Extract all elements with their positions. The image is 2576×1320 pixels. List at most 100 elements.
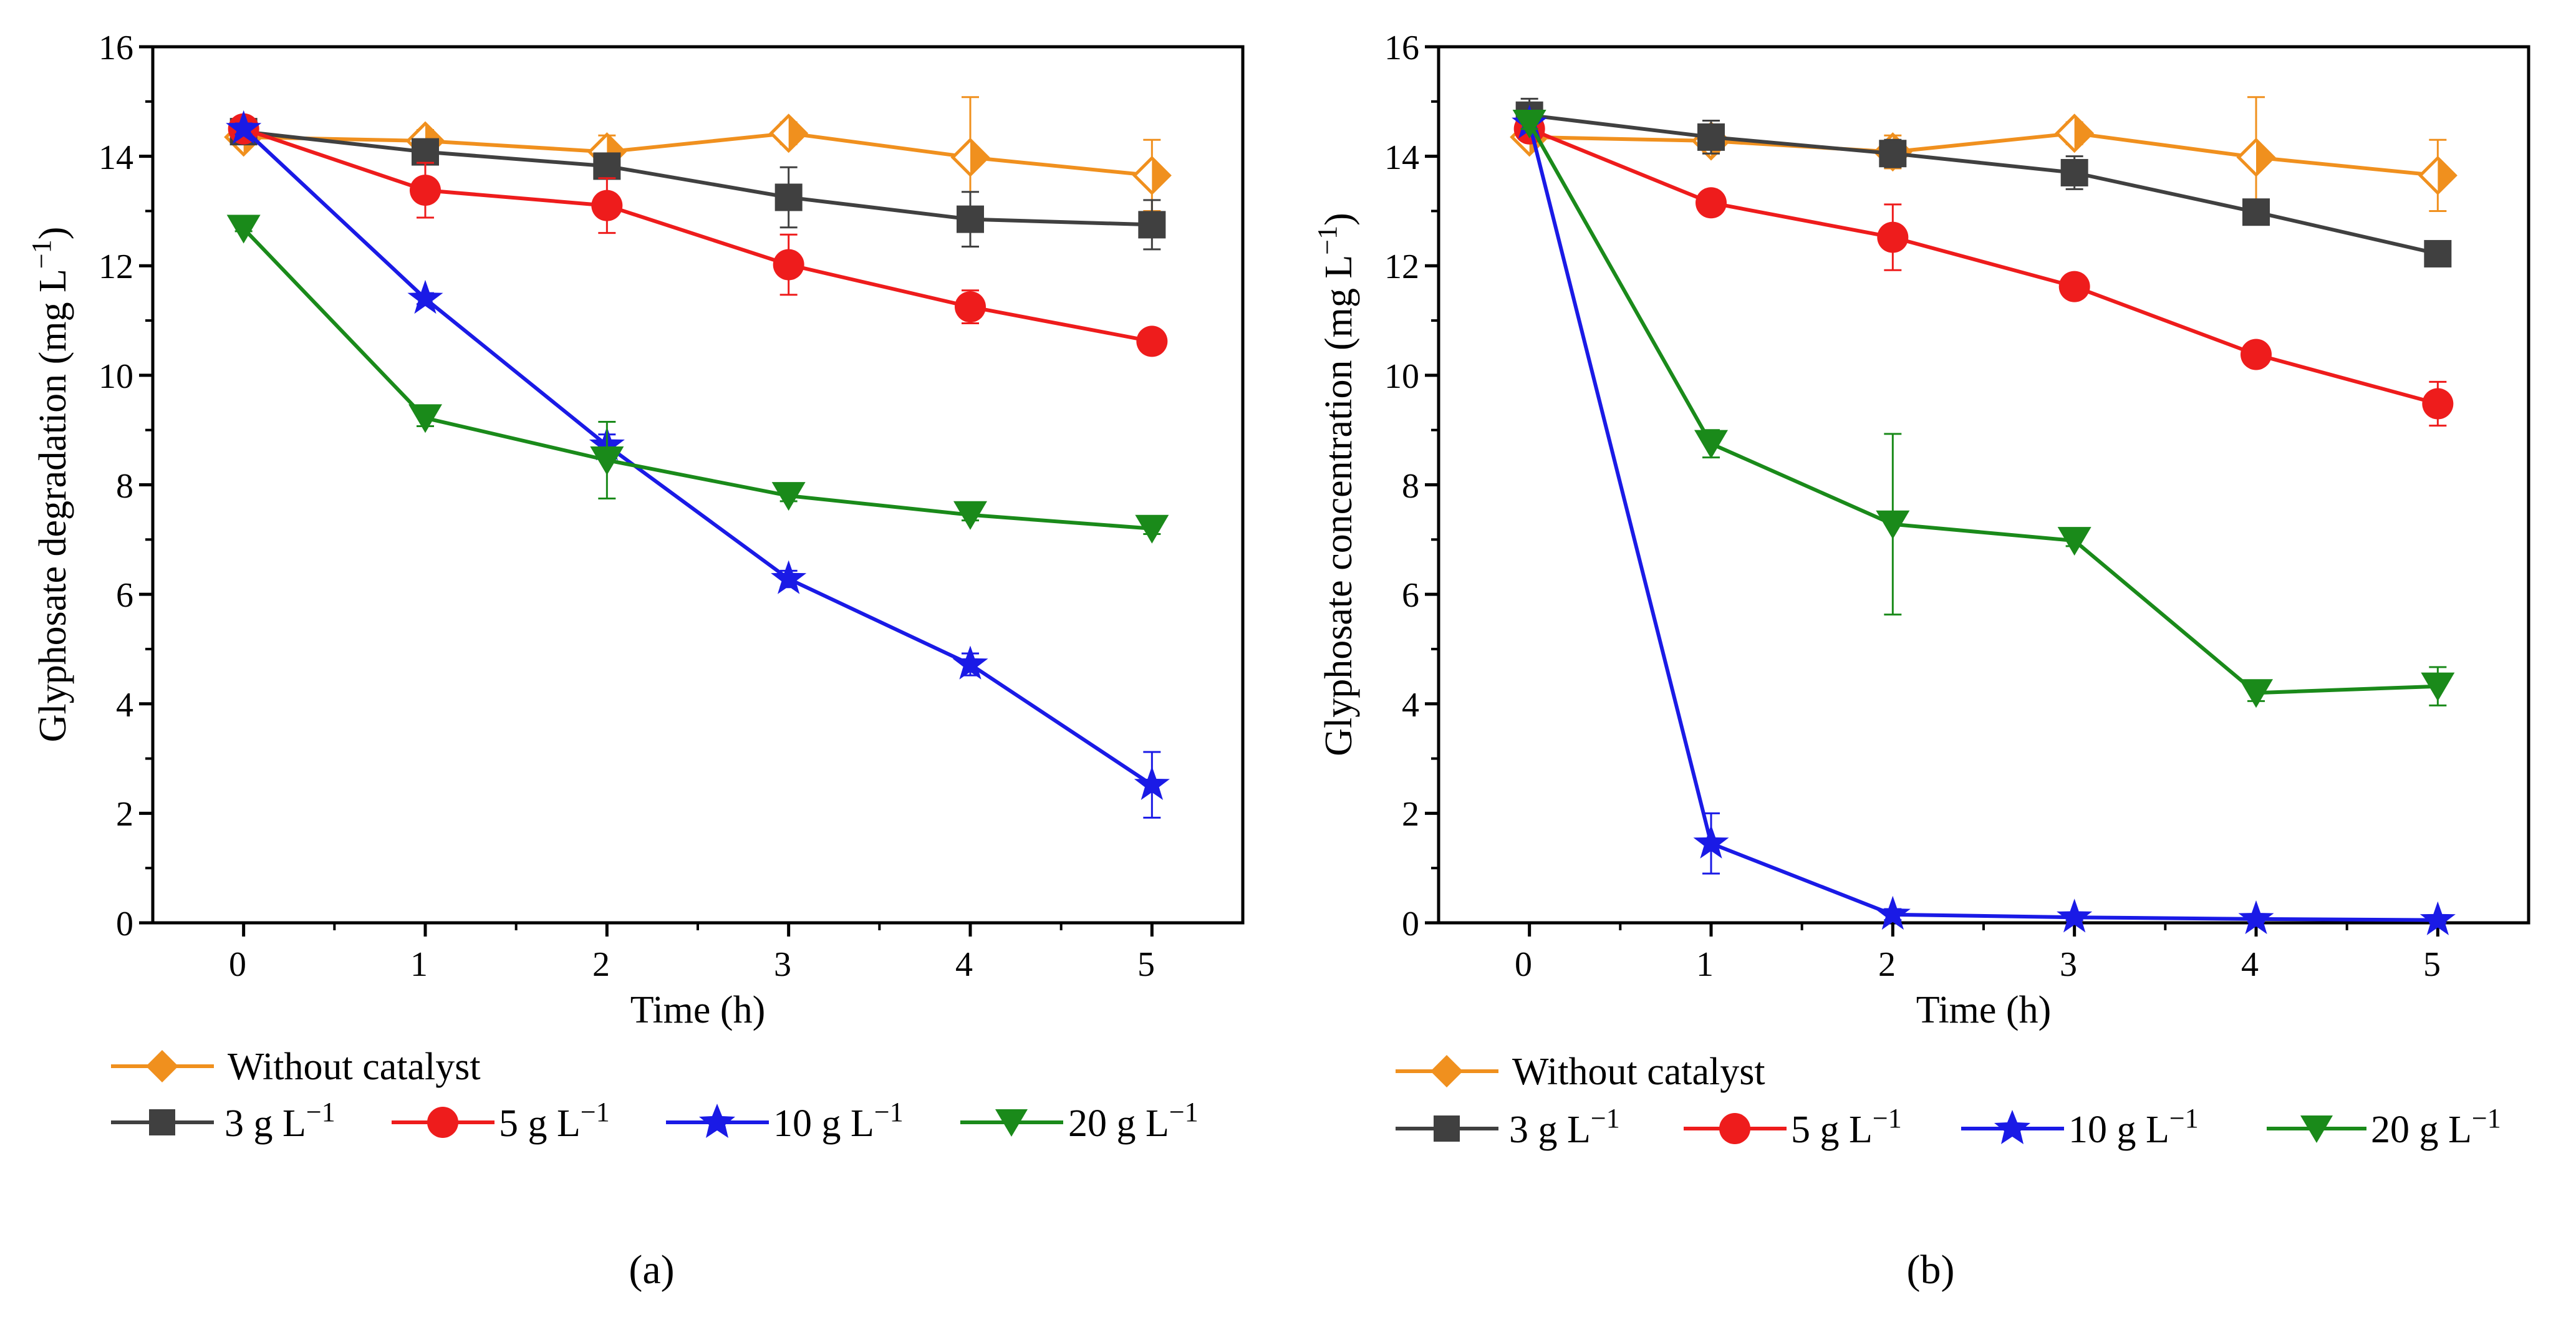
series-a-g5 — [228, 113, 1168, 357]
x-tick-label-b-2: 2 — [1878, 945, 1896, 984]
legend-a-10g-num: 10 g L — [773, 1102, 874, 1145]
data-point-b-g20-5 — [2421, 672, 2455, 701]
data-point-a-without_catalyst-5 — [1132, 155, 1172, 195]
data-point-a-g5-5 — [1136, 325, 1168, 357]
data-point-a-without_catalyst-4-fill — [970, 140, 988, 175]
data-point-b-g3-2 — [1879, 140, 1907, 168]
legend-a-item-20g: 20 g L−1 — [960, 1097, 1199, 1145]
legend-a-20g-marker — [995, 1109, 1028, 1137]
data-point-b-g10-3 — [2057, 898, 2093, 933]
data-point-a-without_catalyst-4 — [950, 137, 990, 177]
legend-b-20g-num: 20 g L — [2371, 1109, 2472, 1151]
legend-b-item-10g: 10 g L−1 — [1961, 1103, 2199, 1151]
y-tick-label-a-12: 12 — [99, 248, 133, 286]
data-point-a-g5-1 — [410, 175, 441, 206]
y-axis-title-b-main: Glyphosate concentration (mg L — [1318, 255, 1360, 756]
data-point-b-g3-1 — [1697, 123, 1725, 151]
panel-caption-b: (b) — [1907, 1247, 1955, 1293]
legend-a-3g-marker — [149, 1109, 175, 1135]
legend-a-without-catalyst-marker — [146, 1050, 178, 1082]
data-point-b-g10-4 — [2238, 900, 2274, 935]
data-point-a-g10-0 — [226, 110, 262, 144]
legend-a-10g-marker — [699, 1104, 735, 1138]
series-b-g10 — [1512, 104, 2456, 935]
x-tick-label-b-1: 1 — [1696, 945, 1714, 984]
series-line-a-g5 — [243, 127, 1152, 344]
y-tick-label-a-2: 2 — [116, 795, 133, 834]
y-axis-title-a-main: Glyphosate degradation (mg L — [32, 269, 74, 742]
legend-a-item-3g: 3 g L−1 — [111, 1097, 335, 1145]
y-axis-title-b-close: ) — [1318, 213, 1360, 226]
data-point-b-without_catalyst-5 — [2418, 155, 2458, 195]
y-axis-title-a: Glyphosate degradation (mg L−1) — [26, 227, 74, 743]
y-tick-label-a-6: 6 — [116, 576, 133, 615]
y-tick-label-a-8: 8 — [116, 467, 133, 506]
x-tick-label-a-3: 3 — [774, 945, 791, 984]
legend-a-item-10g: 10 g L−1 — [666, 1097, 904, 1145]
y-tick-label-b-14: 14 — [1384, 138, 1419, 177]
data-point-b-without_catalyst-3-fill — [2074, 115, 2092, 151]
x-tick-label-a-2: 2 — [592, 945, 610, 984]
series-line-a-g10 — [242, 127, 1153, 787]
data-point-a-g20-5 — [1135, 514, 1169, 544]
legend-b-3g-marker — [1434, 1115, 1460, 1142]
data-point-a-g20-0 — [226, 214, 261, 244]
data-point-a-without_catalyst-3 — [769, 113, 809, 153]
y-axis-title-a-exp: −1 — [26, 239, 57, 269]
data-point-b-g20-3 — [2057, 527, 2091, 556]
x-tick-label-b-5: 5 — [2423, 945, 2441, 984]
legend-a-20g-exp: −1 — [1169, 1097, 1199, 1127]
series-b-g5 — [1513, 113, 2454, 427]
series-a-g20 — [226, 214, 1169, 544]
data-point-a-without_catalyst-5-fill — [1152, 158, 1170, 193]
y-axis-title-b: Glyphosate concentration (mg L−1) — [1312, 213, 1360, 756]
data-point-a-g10-1 — [407, 279, 443, 314]
legend-b-10g-exp: −1 — [2169, 1103, 2199, 1134]
data-point-b-g10-1 — [1693, 824, 1729, 859]
data-point-a-g10-4 — [952, 645, 988, 680]
legend-b-20g-marker — [2300, 1115, 2333, 1143]
y-tick-label-b-10: 10 — [1384, 357, 1419, 396]
series-line-b-without_catalyst — [1529, 131, 2438, 178]
series-a-without_catalyst — [224, 96, 1172, 219]
data-point-b-g3-4 — [2242, 198, 2270, 226]
legend-b-10g-num: 10 g L — [2068, 1109, 2169, 1151]
series-line-b-g20 — [1528, 122, 2438, 695]
legend-a-item-without-catalyst: Without catalyst — [111, 1046, 481, 1088]
data-point-a-g20-4 — [953, 501, 987, 530]
legend-b-item-3g: 3 g L−1 — [1396, 1103, 1620, 1151]
data-point-a-g20-1 — [408, 404, 442, 433]
data-point-a-g5-2 — [591, 190, 623, 221]
legend-a-10g-label: 10 g L−1 — [773, 1097, 904, 1145]
legend-a-item-5g: 5 g L−1 — [392, 1097, 610, 1145]
data-point-a-g3-4 — [957, 205, 984, 233]
y-tick-label-a-0: 0 — [116, 905, 133, 943]
legend-b-10g-marker — [1994, 1110, 2030, 1144]
legend-b-5g-marker — [1719, 1113, 1750, 1144]
data-point-b-g10-5 — [2419, 901, 2456, 935]
plot-frame-b — [1437, 45, 2530, 925]
legend-b-3g-exp: −1 — [1591, 1103, 1620, 1134]
series-layer-a — [224, 96, 1172, 819]
legend-b: Without catalyst 3 g L−1 5 g L−1 10 g L−… — [1396, 1051, 2501, 1151]
legend-b-20g-label: 20 g L−1 — [2371, 1103, 2501, 1151]
legend-a-20g-num: 20 g L — [1068, 1102, 1169, 1145]
legend-a-20g-label: 20 g L−1 — [1068, 1097, 1199, 1145]
series-a-g3 — [229, 118, 1166, 251]
x-tick-label-a-1: 1 — [410, 945, 428, 984]
legend-b-5g-label: 5 g L−1 — [1791, 1103, 1902, 1151]
legend-b-5g-num: 5 g L — [1791, 1109, 1873, 1151]
data-point-a-g5-4 — [955, 291, 986, 323]
x-tick-label-a-0: 0 — [229, 945, 246, 984]
x-tick-label-b-0: 0 — [1515, 945, 1532, 984]
legend-a: Without catalyst 3 g L−1 5 g L−1 10 g L−… — [111, 1046, 1199, 1145]
data-point-b-g20-4 — [2239, 679, 2273, 708]
panel-a: 0 2 4 6 8 10 12 14 16 0 1 2 3 4 5 Time (… — [26, 29, 1245, 1293]
y-tick-label-a-16: 16 — [99, 29, 133, 67]
data-point-a-g20-2 — [590, 446, 624, 475]
data-point-b-g3-3 — [2060, 158, 2088, 186]
data-point-a-without_catalyst-3-fill — [788, 115, 806, 151]
data-point-b-g20-2 — [1876, 510, 1910, 539]
y-tick-label-b-6: 6 — [1402, 576, 1419, 615]
x-tick-label-a-4: 4 — [955, 945, 973, 984]
